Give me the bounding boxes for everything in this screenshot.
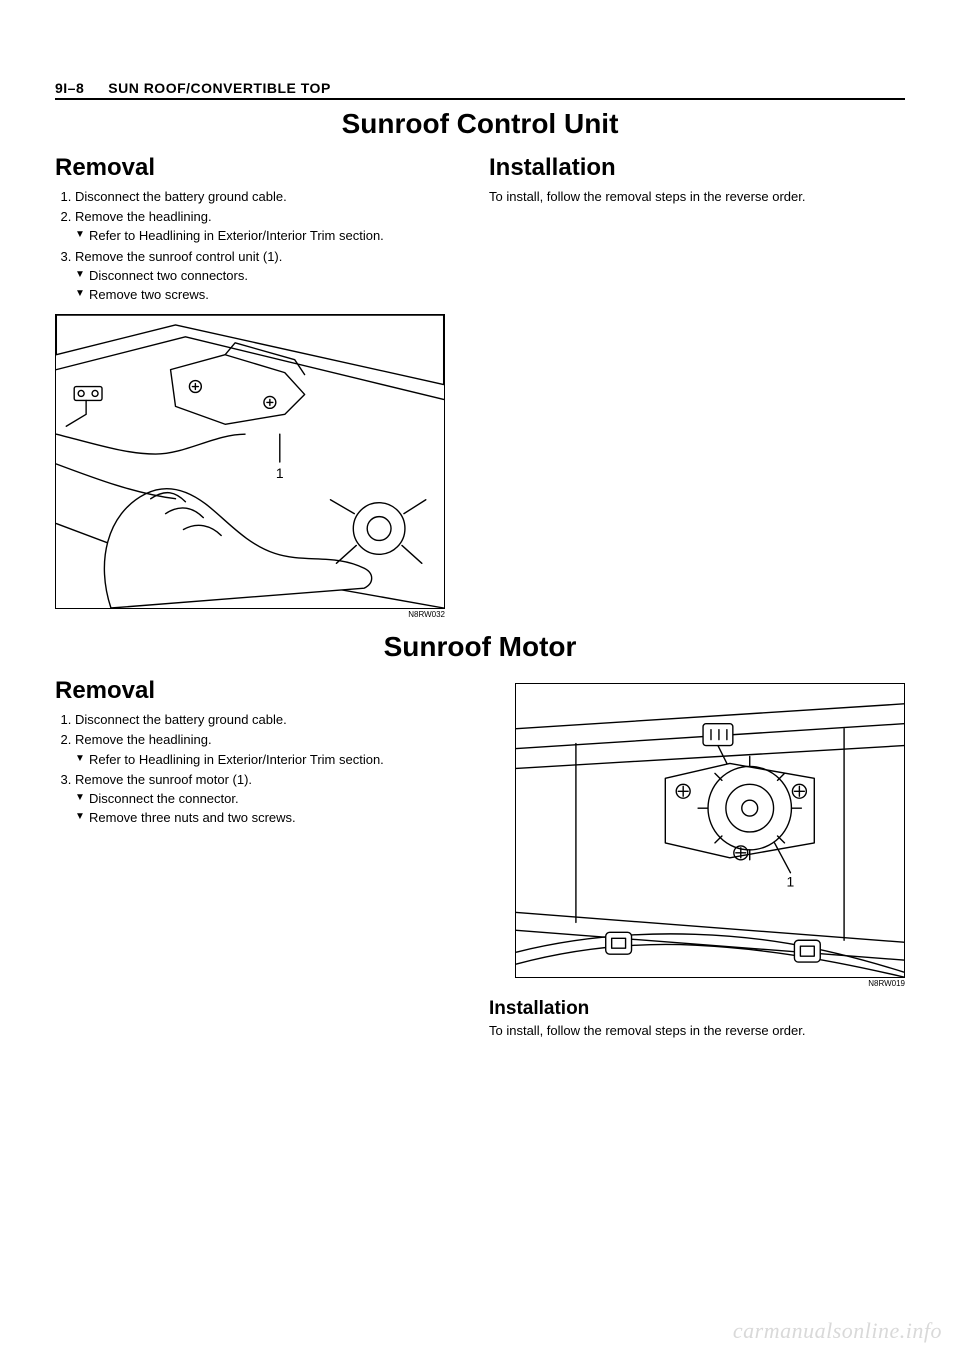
page: 9I–8 SUN ROOF/CONVERTIBLE TOP Sunroof Co…	[0, 0, 960, 1358]
section1-install-body: To install, follow the removal steps in …	[489, 188, 905, 206]
tech-illustration-icon: 1	[516, 684, 904, 977]
substep: Remove two screws.	[75, 286, 471, 304]
step: Remove the headlining. Refer to Headlini…	[75, 208, 471, 245]
svg-text:1: 1	[786, 874, 794, 890]
substep: Disconnect two connectors.	[75, 267, 471, 285]
section2-removal-heading: Removal	[55, 677, 471, 705]
step: Remove the sunroof control unit (1). Dis…	[75, 248, 471, 305]
section1-install-heading: Installation	[489, 154, 905, 182]
substep: Disconnect the connector.	[75, 790, 471, 808]
section1-columns: Removal Disconnect the battery ground ca…	[55, 150, 905, 619]
section1-removal-heading: Removal	[55, 154, 471, 182]
section2-figure: 1	[515, 683, 905, 978]
section2-left-col: Removal Disconnect the battery ground ca…	[55, 673, 471, 1040]
section2-install-body: To install, follow the removal steps in …	[489, 1022, 905, 1040]
tech-illustration-icon: 1	[56, 315, 444, 608]
section1-removal-steps: Disconnect the battery ground cable. Rem…	[55, 188, 471, 304]
section1-left-col: Removal Disconnect the battery ground ca…	[55, 150, 471, 619]
substep: Refer to Headlining in Exterior/Interior…	[75, 227, 471, 245]
step: Disconnect the battery ground cable.	[75, 711, 471, 729]
section1-title: Sunroof Control Unit	[55, 108, 905, 140]
figure-id: N8RW032	[55, 610, 445, 619]
substep: Refer to Headlining in Exterior/Interior…	[75, 751, 471, 769]
page-ref: 9I–8	[55, 80, 84, 96]
section-title: SUN ROOF/CONVERTIBLE TOP	[108, 80, 331, 96]
section2-columns: Removal Disconnect the battery ground ca…	[55, 673, 905, 1040]
section2-title: Sunroof Motor	[55, 631, 905, 663]
watermark: carmanualsonline.info	[733, 1318, 942, 1344]
step: Remove the sunroof motor (1). Disconnect…	[75, 771, 471, 828]
figure-id: N8RW019	[515, 979, 905, 988]
section1-figure: 1	[55, 314, 445, 609]
section2-right-col: 1 N8RW019 Installation To install, follo…	[489, 673, 905, 1040]
substep: Remove three nuts and two screws.	[75, 809, 471, 827]
step: Disconnect the battery ground cable.	[75, 188, 471, 206]
section2-removal-steps: Disconnect the battery ground cable. Rem…	[55, 711, 471, 827]
step: Remove the headlining. Refer to Headlini…	[75, 731, 471, 768]
section1-right-col: Installation To install, follow the remo…	[489, 150, 905, 619]
page-header: 9I–8 SUN ROOF/CONVERTIBLE TOP	[55, 80, 905, 96]
svg-text:1: 1	[276, 465, 284, 481]
header-rule	[55, 98, 905, 100]
section2-install-heading: Installation	[489, 998, 905, 1020]
